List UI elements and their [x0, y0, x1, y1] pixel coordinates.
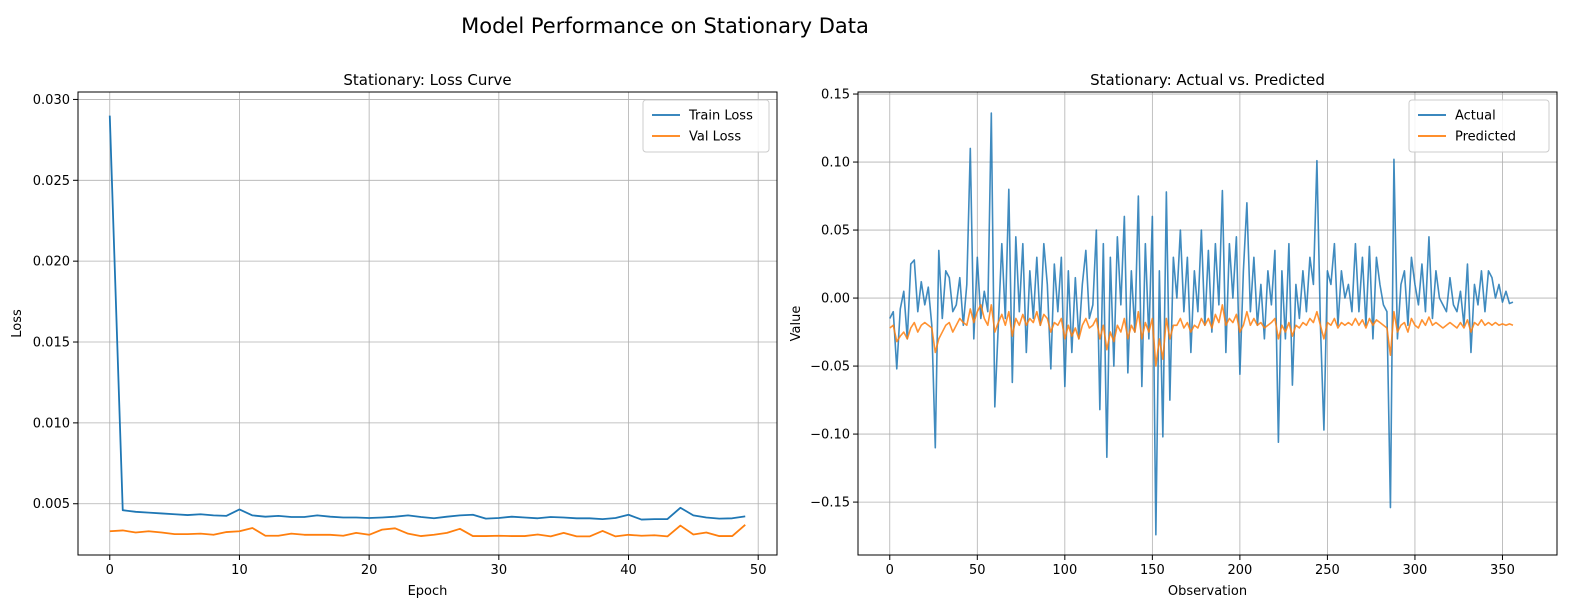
subplot-title: Stationary: Actual vs. Predicted — [1090, 71, 1325, 89]
legend-entry: Actual — [1455, 109, 1496, 124]
legend: Train Loss Val Loss — [642, 99, 770, 153]
series-line-actual — [889, 112, 1514, 536]
y-tick-label: 0.05 — [821, 224, 850, 239]
x-tick-label: 200 — [1227, 563, 1252, 578]
x-tick-label: 250 — [1315, 563, 1340, 578]
y-tick-label: 0.025 — [33, 174, 70, 189]
series-lines — [108, 115, 746, 538]
y-tick-label: 0.15 — [821, 88, 850, 103]
y-tick-label: 0.10 — [821, 156, 850, 171]
x-tick-label: 50 — [750, 563, 767, 578]
subplots: 0 10 20 30 40 50 0.005 0.010 0.015 0.020 0.025 0.03… — [10, 71, 1558, 599]
subplot-2: 0 50 100 150 200 250 300 350 −0.15 −0.10 −0.05 0.00… — [789, 71, 1558, 599]
series-line-predicted — [889, 304, 1514, 367]
x-tick-label: 20 — [361, 563, 378, 578]
series-line-train-loss — [108, 115, 746, 521]
legend-entry: Train Loss — [688, 109, 753, 124]
x-tick-label: 0 — [886, 563, 894, 578]
x-tick-label: 40 — [620, 563, 637, 578]
series-lines — [889, 112, 1514, 536]
y-tick-label: 0.00 — [821, 292, 850, 307]
x-axis-label: Observation — [1168, 584, 1247, 599]
y-axis-label: Value — [789, 306, 804, 342]
x-tick-label: 10 — [231, 563, 248, 578]
y-tick-label: 0.015 — [33, 336, 70, 351]
axes-frame — [857, 91, 1558, 556]
figure-suptitle: Model Performance on Stationary Data — [461, 14, 869, 38]
y-tick-label: 0.030 — [33, 93, 70, 108]
grid — [78, 92, 777, 555]
legend: Actual Predicted — [1408, 99, 1550, 153]
legend-entry: Predicted — [1455, 130, 1516, 145]
x-tick-label: 350 — [1490, 563, 1515, 578]
x-axis-label: Epoch — [408, 584, 448, 599]
subplot-1: 0 10 20 30 40 50 0.005 0.010 0.015 0.020 0.025 0.03… — [10, 71, 778, 599]
x-tick-label: 300 — [1403, 563, 1428, 578]
x-tick-label: 100 — [1052, 563, 1077, 578]
subplot-title: Stationary: Loss Curve — [343, 71, 511, 89]
y-tick-label: −0.05 — [810, 360, 850, 375]
legend-entry: Val Loss — [689, 130, 741, 145]
axes-frame — [77, 91, 778, 556]
legend-box — [642, 99, 770, 153]
x-tick-label: 0 — [106, 563, 114, 578]
y-tick-label: 0.020 — [33, 255, 70, 270]
x-tick-label: 30 — [491, 563, 508, 578]
y-tick-label: −0.15 — [810, 496, 850, 511]
series-line-val-loss — [109, 524, 746, 538]
x-tick-label: 50 — [969, 563, 986, 578]
legend-box — [1408, 99, 1550, 153]
y-tick-label: 0.005 — [33, 497, 70, 512]
x-tick-label: 150 — [1140, 563, 1165, 578]
y-tick-label: −0.10 — [810, 428, 850, 443]
grid — [858, 92, 1557, 555]
y-tick-label: 0.010 — [33, 416, 70, 431]
y-axis-label: Loss — [10, 309, 25, 338]
